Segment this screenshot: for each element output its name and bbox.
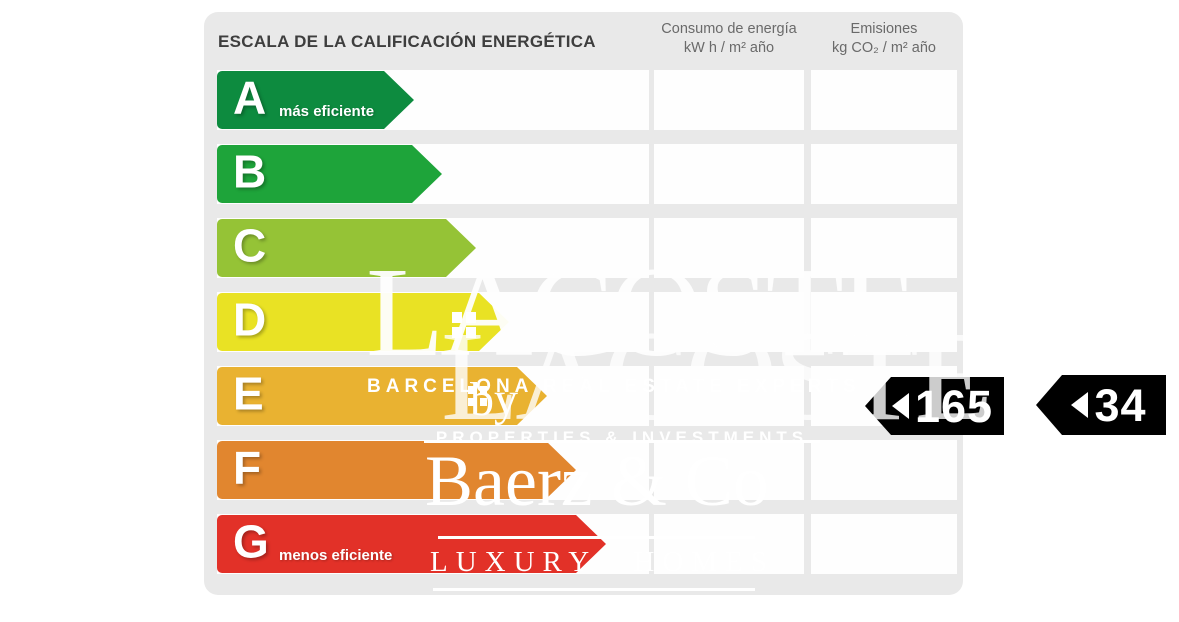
- rating-letter: A: [233, 71, 267, 124]
- emissions-header-line1: Emisiones: [850, 21, 918, 37]
- consumption-cell: [654, 218, 804, 278]
- panel-title: ESCALA DE LA CALIFICACIÓN ENERGÉTICA: [218, 32, 596, 51]
- emissions-header-units: kg CO₂ / m² año: [832, 40, 936, 56]
- rating-row-C: C: [204, 218, 963, 278]
- efficiency-label: menos eficiente: [279, 547, 393, 564]
- emissions-cell: [811, 218, 957, 278]
- consumption-cell: [654, 366, 804, 426]
- rating-row-B: B: [204, 144, 963, 204]
- rating-letter: C: [233, 219, 267, 272]
- consumption-cell: [654, 514, 804, 574]
- rating-letter: B: [233, 145, 267, 198]
- left-chevron-icon: [891, 393, 909, 419]
- rating-arrow-C: C: [217, 219, 476, 277]
- rating-row-E: E: [204, 366, 963, 426]
- rating-letter: E: [233, 367, 264, 420]
- rating-letter: D: [233, 293, 267, 346]
- consumption-column-header: Consumo de energía kW h / m² año: [654, 20, 804, 58]
- rating-arrow-B: B: [217, 145, 442, 203]
- emissions-cell: [811, 440, 957, 500]
- consumption-cell: [654, 144, 804, 204]
- rating-arrow-F: F: [217, 441, 576, 499]
- emissions-column-header: Emisiones kg CO₂ / m² año: [811, 20, 957, 58]
- emissions-cell: [811, 292, 957, 352]
- consumption-value-tag: 165: [865, 377, 1004, 435]
- emissions-cell: [811, 514, 957, 574]
- emissions-cell: [811, 144, 957, 204]
- rating-row-D: D: [204, 292, 963, 352]
- energy-rating-panel: ESCALA DE LA CALIFICACIÓN ENERGÉTICA Con…: [204, 12, 1166, 595]
- rating-row-F: F: [204, 440, 963, 500]
- consumption-value: 165: [914, 380, 994, 432]
- consumption-header-units: kW h / m² año: [683, 40, 775, 56]
- consumption-header-line1: Consumo de energía: [661, 21, 797, 37]
- consumption-cell: [654, 440, 804, 500]
- consumption-cell: [654, 70, 804, 130]
- efficiency-label: más eficiente: [279, 103, 375, 120]
- emissions-cell: [811, 70, 957, 130]
- rating-letter: G: [233, 515, 269, 568]
- consumption-cell: [654, 292, 804, 352]
- emissions-value: 34: [1094, 379, 1147, 431]
- left-chevron-icon: [1071, 392, 1089, 418]
- rating-arrow-D: D: [217, 293, 509, 351]
- emissions-value-tag: 34: [1036, 375, 1166, 435]
- rating-letter: F: [233, 441, 262, 494]
- rating-arrow-E: E: [217, 367, 547, 425]
